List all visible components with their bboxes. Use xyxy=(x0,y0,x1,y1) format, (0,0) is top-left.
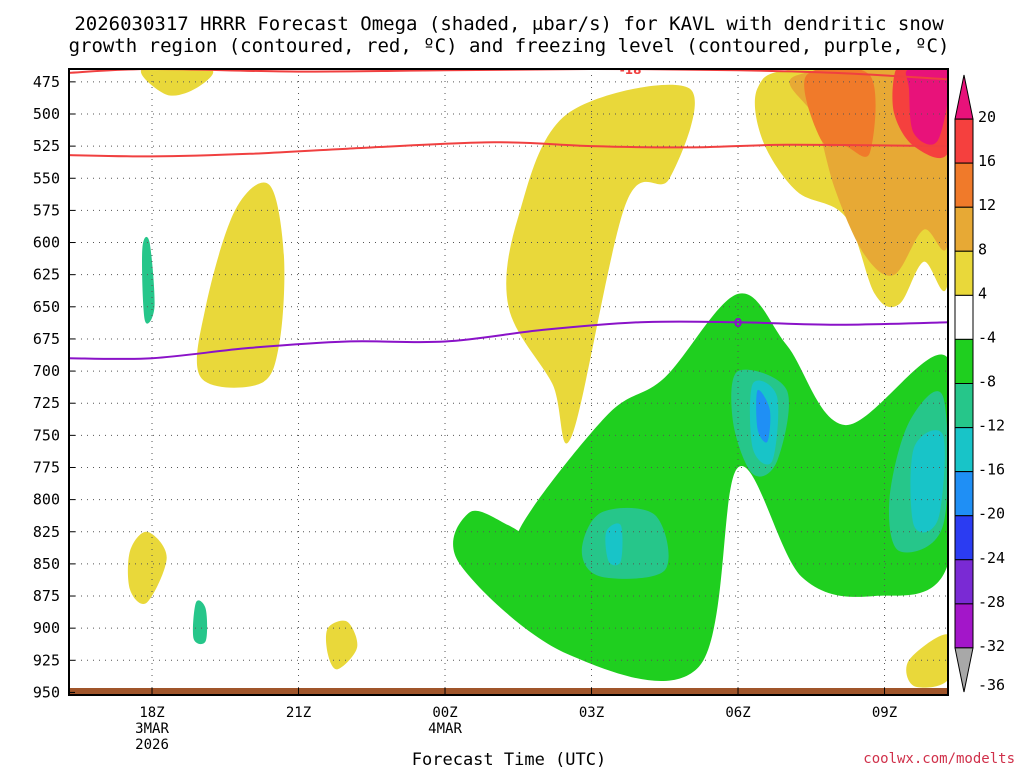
xtick-label-09Z: 09Z xyxy=(872,705,897,721)
colorbar-label--8: -8 xyxy=(978,373,996,391)
xtick-label-21Z: 21Z xyxy=(286,705,311,721)
omega-shading xyxy=(124,69,948,695)
ytick-label-950: 950 xyxy=(33,683,60,701)
omega-region-5 xyxy=(905,69,948,145)
ytick-label-675: 675 xyxy=(33,330,60,348)
xtick-label-18Z: 18Z xyxy=(139,705,164,721)
x-axis-title: Forecast Time (UTC) xyxy=(412,750,606,768)
ytick-label-475: 475 xyxy=(33,73,60,91)
colorbar-swatch-4 xyxy=(954,250,974,296)
colorbar-label-20: 20 xyxy=(978,108,996,126)
omega-region-9 xyxy=(325,620,358,670)
ytick-label-625: 625 xyxy=(33,266,60,284)
ytick-label-825: 825 xyxy=(33,523,60,541)
omega-region-3 xyxy=(804,69,876,157)
colorbar-label-12: 12 xyxy=(978,196,996,214)
colorbar-swatch-7 xyxy=(954,383,974,429)
omega-region-19 xyxy=(142,236,155,324)
xtick-label-03Z: 03Z xyxy=(579,705,604,721)
omega-region-17 xyxy=(581,507,669,579)
ytick-label-650: 650 xyxy=(33,298,60,316)
colorbar-swatch-8 xyxy=(954,427,974,473)
ytick-label-800: 800 xyxy=(33,491,60,509)
colorbar-label--24: -24 xyxy=(978,549,1005,567)
contour-freezing-level-0C xyxy=(69,320,948,360)
xtick-label-06Z: 06Z xyxy=(725,705,750,721)
omega-region-23 xyxy=(605,523,623,566)
contour-label-2: 0 xyxy=(734,316,742,330)
colorbar-label--32: -32 xyxy=(978,637,1005,655)
colorbar-swatch-11 xyxy=(954,559,974,605)
ytick-label-850: 850 xyxy=(33,555,60,573)
omega-region-8 xyxy=(127,531,167,604)
ytick-label-575: 575 xyxy=(33,201,60,219)
chart-title-line2: growth region (contoured, red, ºC) and f… xyxy=(69,35,950,57)
omega-region-0 xyxy=(140,69,214,96)
ytick-label-875: 875 xyxy=(33,587,60,605)
ytick-label-700: 700 xyxy=(33,362,60,380)
colorbar-swatch-6 xyxy=(954,338,974,384)
colorbar-label-8: 8 xyxy=(978,240,987,258)
chart-title-line1: 2026030317 HRRR Forecast Omega (shaded, … xyxy=(74,13,944,35)
colorbar-swatch-2 xyxy=(954,162,974,208)
ytick-label-750: 750 xyxy=(33,426,60,444)
ytick-label-550: 550 xyxy=(33,169,60,187)
colorbar: 20 16 12 8 4 -4 -8 -12 -16 -20 -24 -28 -32 -36 xyxy=(954,74,1005,694)
plot-frame xyxy=(68,68,949,696)
colorbar-swatch-13 xyxy=(954,647,974,693)
ytick-label-775: 775 xyxy=(33,458,60,476)
colorbar-label--16: -16 xyxy=(978,461,1005,479)
credit-text: coolwx.com/modelts xyxy=(863,751,1015,767)
omega-region-15 xyxy=(453,293,948,681)
omega-region-12 xyxy=(424,69,466,146)
omega-region-13 xyxy=(172,434,387,675)
omega-region-6 xyxy=(196,182,285,388)
xtick-label-00Z: 00Z xyxy=(432,705,457,721)
y-axis-ticks: 475 500 525 550 575 600 625 650 675 700 725 750 775 8… xyxy=(33,73,75,701)
colorbar-label--20: -20 xyxy=(978,505,1005,523)
xtick-label-2026: 2026 xyxy=(135,737,169,753)
terrain-surface xyxy=(69,688,948,695)
colorbar-swatch-1 xyxy=(954,118,974,164)
omega-region-20 xyxy=(192,600,208,645)
xtick-label-4MAR: 4MAR xyxy=(428,721,462,737)
colorbar-swatch-12 xyxy=(954,603,974,649)
omega-region-22 xyxy=(910,430,945,533)
colorbar-label--36: -36 xyxy=(978,676,1005,694)
xtick-label-3MAR: 3MAR xyxy=(135,721,169,737)
ytick-label-900: 900 xyxy=(33,619,60,637)
ytick-label-500: 500 xyxy=(33,105,60,123)
colorbar-swatch-0 xyxy=(954,74,974,120)
colorbar-label-4: 4 xyxy=(978,284,987,302)
ytick-label-925: 925 xyxy=(33,651,60,669)
colorbar-label--12: -12 xyxy=(978,417,1005,435)
ytick-label-525: 525 xyxy=(33,137,60,155)
ytick-label-725: 725 xyxy=(33,394,60,412)
colorbar-label--4: -4 xyxy=(978,328,996,346)
colorbar-swatch-10 xyxy=(954,515,974,561)
ytick-label-600: 600 xyxy=(33,234,60,252)
contour-dendritic-bottom-12C xyxy=(69,141,948,158)
colorbar-label-16: 16 xyxy=(978,152,996,170)
colorbar-swatch-9 xyxy=(954,471,974,517)
omega-region-10 xyxy=(906,634,948,688)
colorbar-label--28: -28 xyxy=(978,593,1005,611)
colorbar-swatch-3 xyxy=(954,206,974,252)
contour-label-0: -18 xyxy=(620,63,642,77)
omega-region-11 xyxy=(124,157,185,449)
omega-region-7 xyxy=(506,84,695,444)
colorbar-swatch-5 xyxy=(954,294,974,340)
